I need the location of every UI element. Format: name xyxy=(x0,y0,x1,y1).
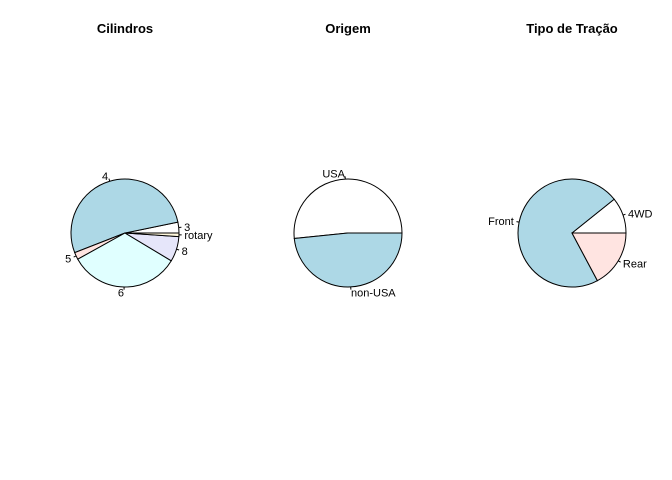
pie-title-tipo-de-tracao: Tipo de Tração xyxy=(526,21,618,36)
pie-slice-tipo-de-tra-o-front xyxy=(517,178,615,288)
pie-label-tick-tipo-de-tra-o-front xyxy=(516,221,520,223)
pie-label-cilindros-rotary: rotary xyxy=(184,230,213,242)
pie-label-tick-cilindros-4 xyxy=(108,178,111,182)
pie-label-tick-tipo-de-tra-o-rear xyxy=(618,260,621,263)
pie-title-cilindros: Cilindros xyxy=(97,21,153,36)
pie-slice-cilindros-6 xyxy=(77,232,172,288)
pie-label-cilindros-5: 5 xyxy=(65,253,71,265)
pie-slice-origem-usa xyxy=(293,178,403,240)
pie-label-cilindros-8: 8 xyxy=(182,246,188,258)
pie-label-tipo-de-tra-o-4wd: 4WD xyxy=(628,208,653,220)
pie-slice-cilindros-4 xyxy=(70,178,179,254)
pie-label-cilindros-4: 4 xyxy=(102,171,108,183)
pie-layer: 3 4 5 6 8 rotary USA non-USA 4WD Front Rear xyxy=(65,169,652,300)
pie-label-tipo-de-tra-o-rear: Rear xyxy=(623,259,647,271)
pie-title-origem: Origem xyxy=(325,21,371,36)
pie-label-tick-cilindros-8 xyxy=(176,248,180,251)
pie-label-origem-usa: USA xyxy=(322,169,345,181)
pie-label-tick-cilindros-5 xyxy=(73,255,77,258)
pie-label-cilindros-6: 6 xyxy=(118,287,124,299)
pie-slice-origem-non-usa xyxy=(293,232,403,288)
pie-label-tipo-de-tra-o-front: Front xyxy=(488,216,514,228)
pie-label-origem-non-usa: non-USA xyxy=(351,287,396,299)
pie-label-cilindros-3: 3 xyxy=(184,222,190,234)
pie-label-tick-tipo-de-tra-o-4wd xyxy=(622,213,626,216)
